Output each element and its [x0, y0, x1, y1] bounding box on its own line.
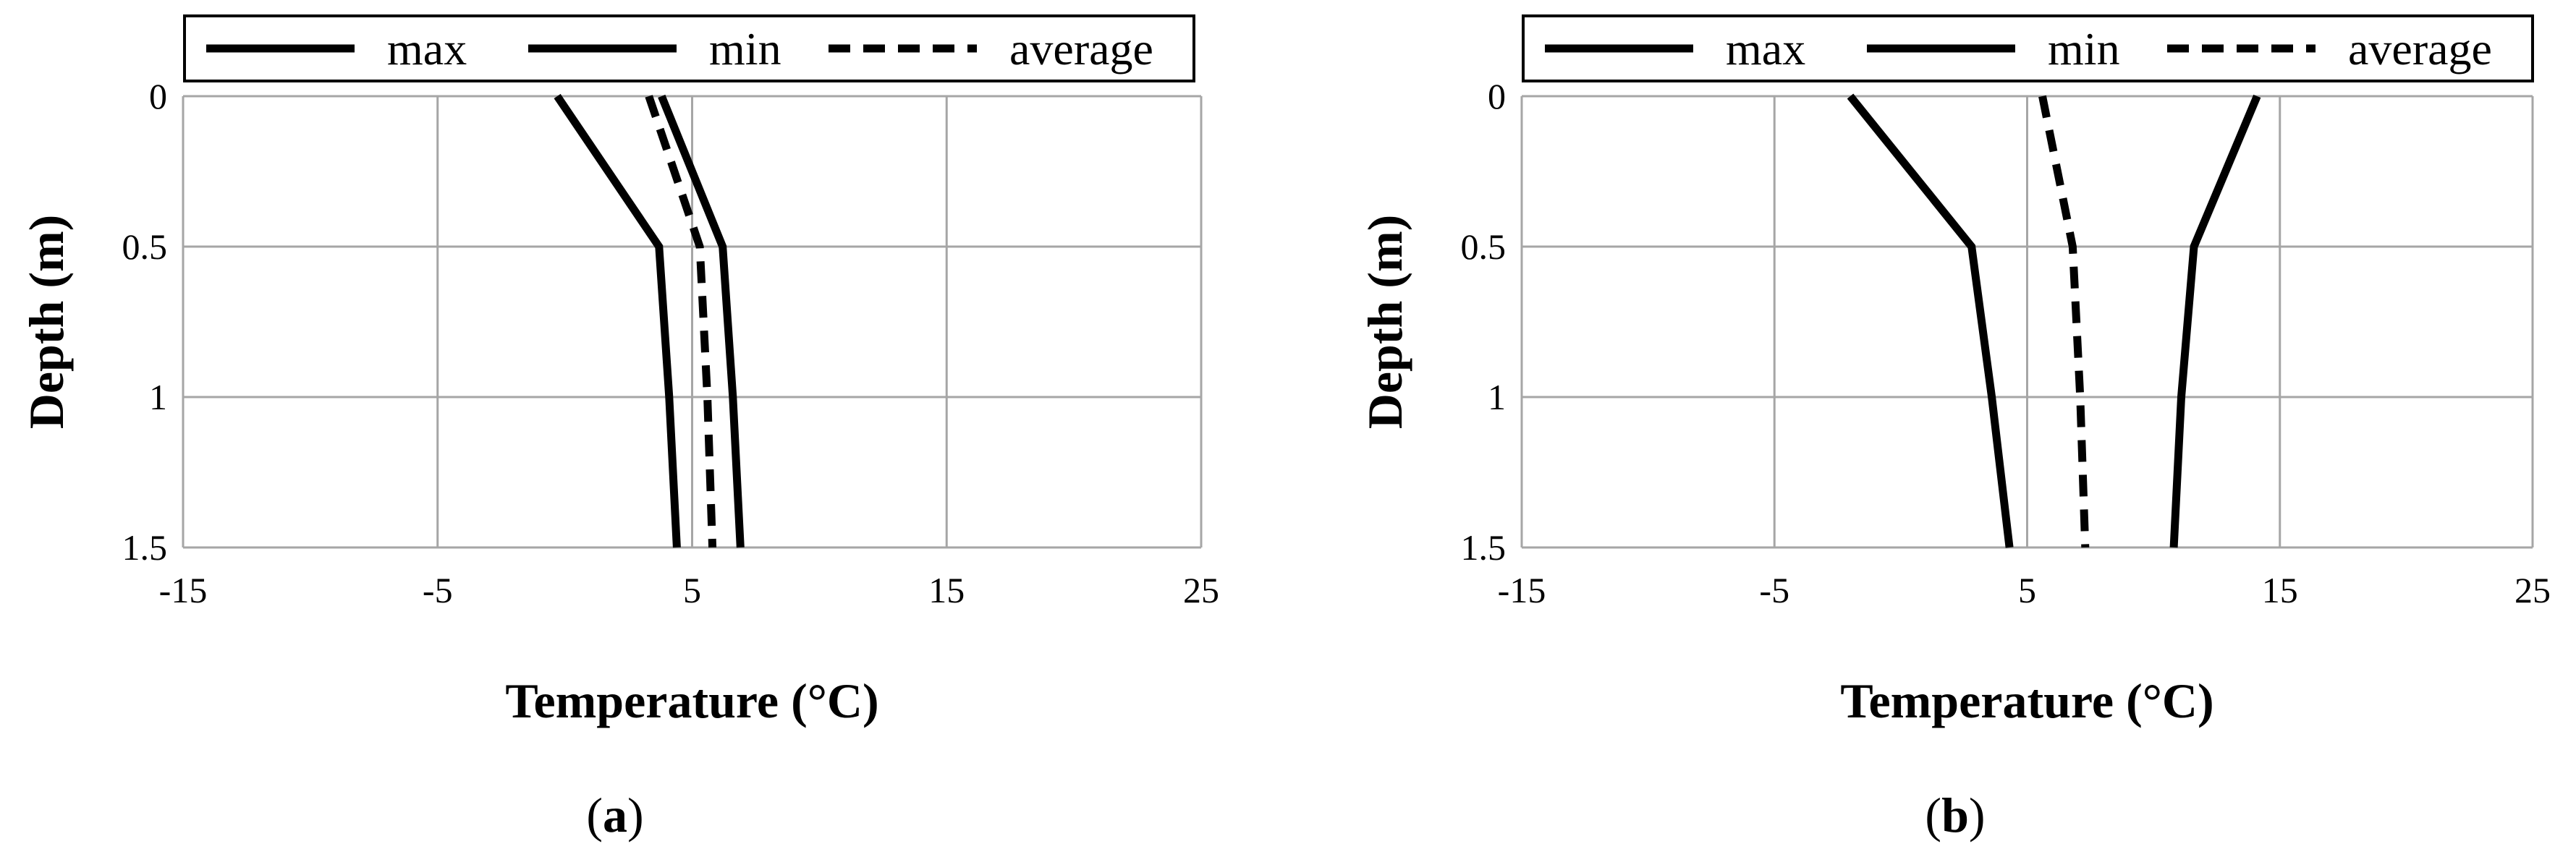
x-tick-label: -5	[1759, 570, 1789, 610]
legend-label-min: min	[709, 23, 781, 74]
x-tick-label: 25	[2514, 570, 2551, 610]
x-tick-label: 5	[2018, 570, 2036, 610]
x-axis-title: Temperature (°C)	[505, 673, 878, 728]
series-line-min	[1847, 93, 2014, 548]
y-tick-label: 1	[1488, 377, 1506, 417]
chart-panel-b: -15 -5 5 15 25 0 0.5 1 1.5 Temperature (°C) Depth …	[1357, 14, 2551, 843]
legend-label-average: average	[2348, 23, 2492, 74]
legend-label-max: max	[1726, 23, 1805, 74]
legend: max min average	[183, 14, 1195, 82]
x-tick-label: 15	[2262, 570, 2298, 610]
series-line-average	[2038, 95, 2090, 548]
panel-label-a: (a)	[586, 788, 643, 843]
y-tick-label: 1.5	[122, 527, 168, 568]
series-line-average	[645, 95, 717, 548]
series-line-max	[2169, 94, 2261, 548]
panel-label-b: (b)	[1925, 788, 1985, 843]
chart-panel-a: -15 -5 5 15 25 0 0.5 1 1.5 Temperature (°C) Depth …	[19, 14, 1219, 843]
x-tick-label: -15	[159, 570, 208, 610]
y-tick-label: 0	[149, 76, 167, 116]
y-tick-label: 0.5	[122, 226, 168, 267]
series-line-max	[658, 94, 745, 548]
y-tick-label: 0.5	[1461, 226, 1507, 267]
x-axis-title: Temperature (°C)	[1840, 673, 2213, 728]
x-tick-label: 25	[1183, 570, 1219, 610]
x-tick-label: 5	[683, 570, 701, 610]
x-tick-label: -5	[423, 570, 453, 610]
legend-box	[183, 14, 1195, 82]
y-axis-title: Depth (m)	[19, 215, 74, 430]
y-tick-label: 1.5	[1461, 527, 1507, 568]
y-tick-label: 0	[1488, 76, 1506, 116]
y-axis-title: Depth (m)	[1357, 215, 1412, 430]
x-tick-label: 15	[928, 570, 965, 610]
legend-label-max: max	[387, 23, 467, 74]
x-tick-label: -15	[1498, 570, 1546, 610]
series-line-min	[554, 93, 681, 548]
y-tick-label: 1	[149, 377, 167, 417]
legend-label-min: min	[2048, 23, 2120, 74]
legend-label-average: average	[1009, 23, 1153, 74]
legend: max min average	[1522, 14, 2534, 82]
